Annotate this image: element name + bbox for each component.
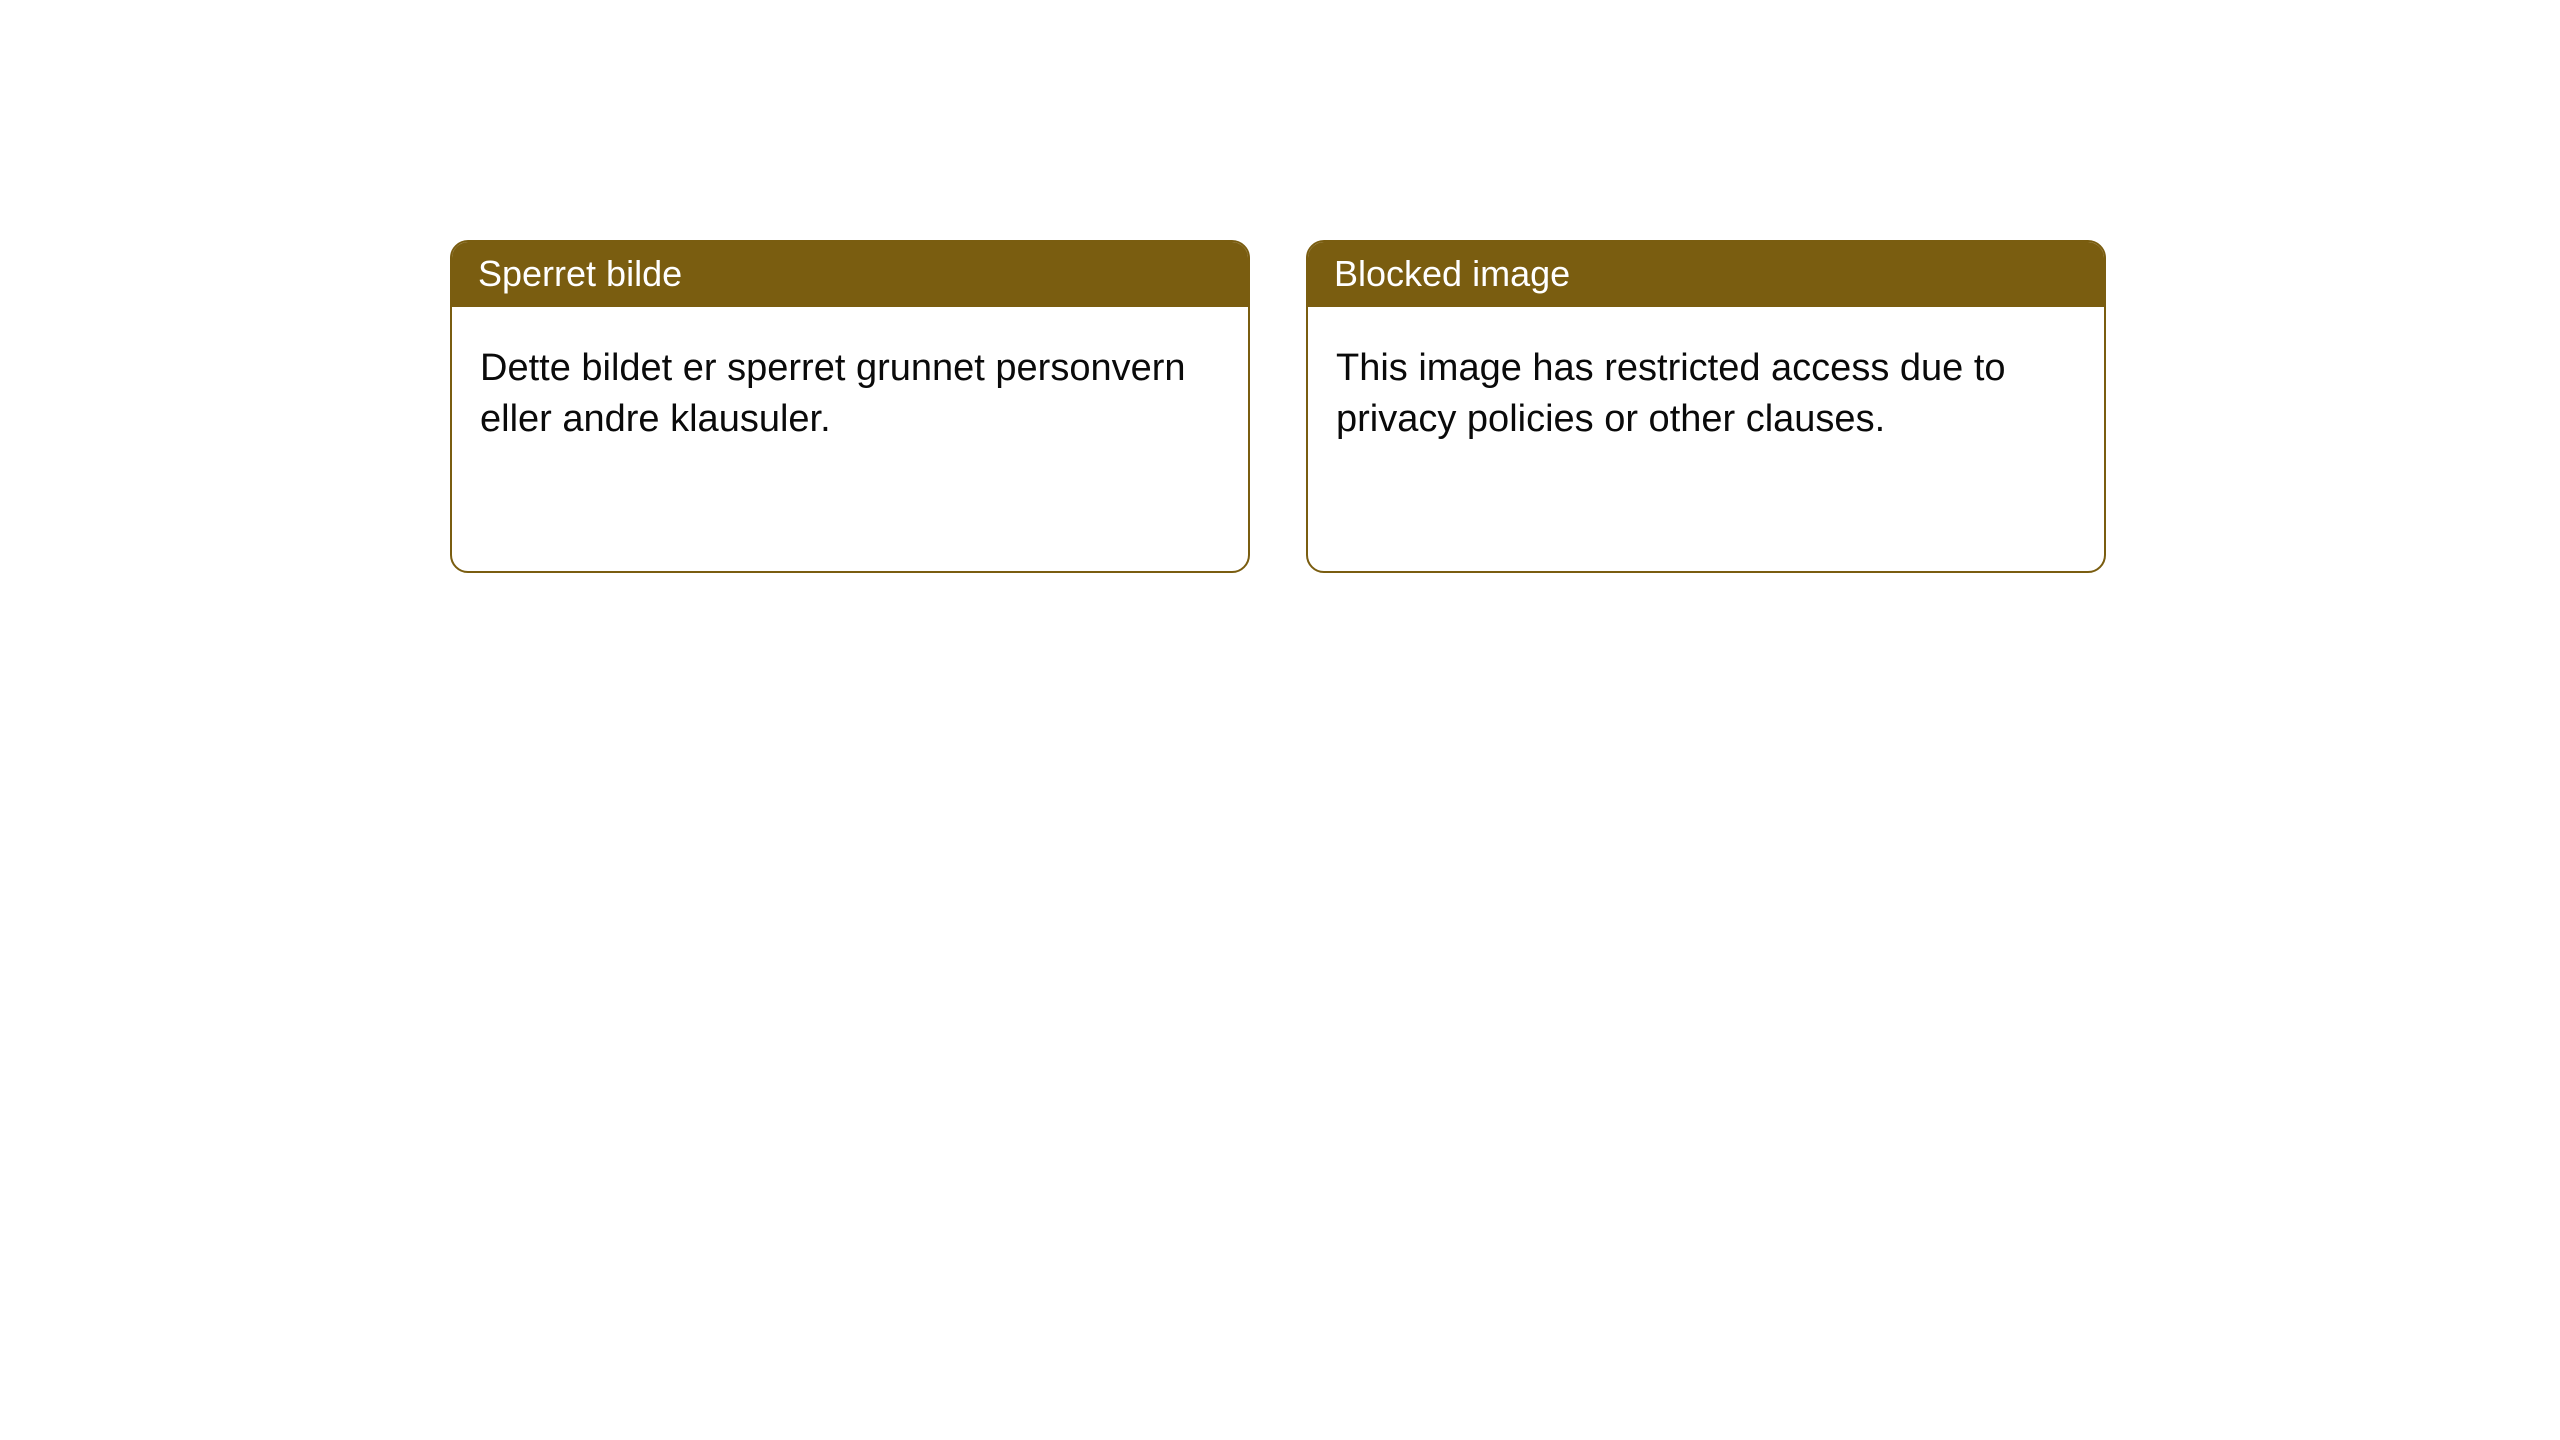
card-header-no: Sperret bilde xyxy=(452,242,1248,307)
blocked-image-card-en: Blocked image This image has restricted … xyxy=(1306,240,2106,573)
notice-container: Sperret bilde Dette bildet er sperret gr… xyxy=(450,240,2106,573)
card-header-en: Blocked image xyxy=(1308,242,2104,307)
blocked-image-card-no: Sperret bilde Dette bildet er sperret gr… xyxy=(450,240,1250,573)
card-body-no: Dette bildet er sperret grunnet personve… xyxy=(452,307,1248,482)
card-body-en: This image has restricted access due to … xyxy=(1308,307,2104,482)
